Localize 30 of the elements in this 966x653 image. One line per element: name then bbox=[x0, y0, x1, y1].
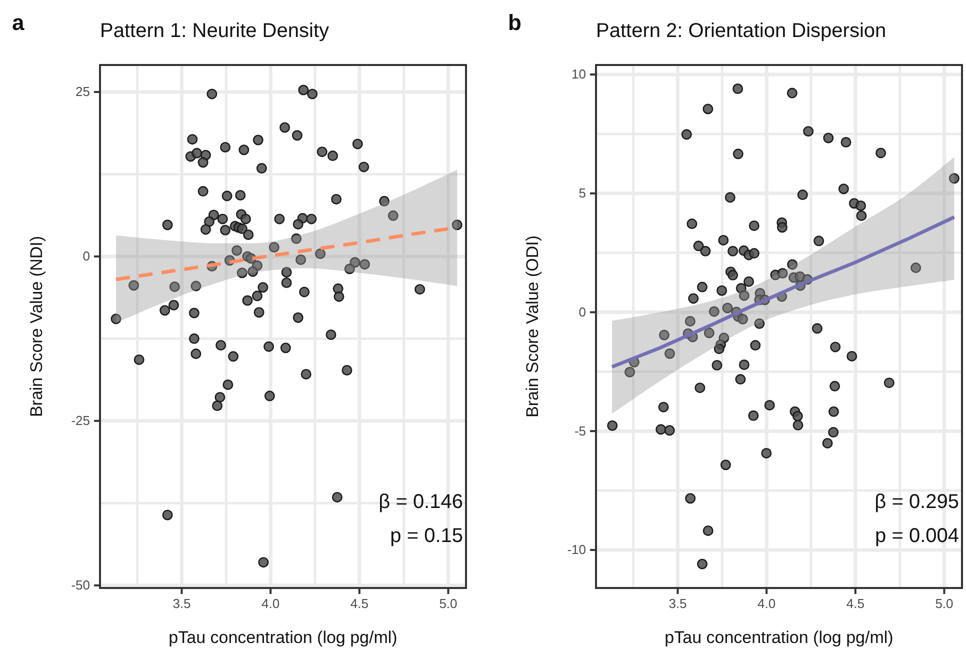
x-axis-title: pTau concentration (log pg/ml) bbox=[664, 628, 894, 647]
y-tick-label: 0 bbox=[82, 248, 90, 264]
y-tick-label: 25 bbox=[76, 84, 90, 100]
line-series bbox=[610, 215, 956, 369]
x-tick-label: 3.5 bbox=[172, 596, 191, 612]
y-tick-label: -10 bbox=[567, 542, 586, 558]
annotation: β = 0.146 bbox=[378, 491, 463, 513]
y-tick-label: 0 bbox=[578, 304, 586, 320]
x-tick-label: 4.5 bbox=[846, 596, 864, 612]
x-tick-label: 4.0 bbox=[262, 596, 280, 612]
x-axis-title: pTau concentration (log pg/ml) bbox=[168, 628, 398, 647]
y-axis-title: Brain Score Value (ODI) bbox=[523, 235, 542, 418]
y-tick-label: -50 bbox=[71, 578, 90, 593]
x-tick-label: 3.5 bbox=[668, 596, 687, 612]
x-tick-label: 5.0 bbox=[935, 596, 954, 612]
y-tick-label: -5 bbox=[574, 423, 586, 438]
text: b bbox=[508, 10, 522, 35]
annotation: p = 0.004 bbox=[875, 525, 959, 547]
annotation: β = 0.295 bbox=[874, 491, 959, 513]
chart-title: Pattern 2: Orientation Dispersion bbox=[596, 20, 886, 42]
text: a bbox=[12, 10, 25, 35]
y-axis-title: Brain Score Value (NDI) bbox=[27, 236, 46, 418]
x-tick-label: 4.5 bbox=[350, 596, 368, 612]
x-tick-label: 5.0 bbox=[439, 596, 458, 612]
y-tick-label: 10 bbox=[572, 66, 586, 82]
y-tick-label: -25 bbox=[71, 413, 90, 428]
annotation: p = 0.15 bbox=[390, 525, 463, 547]
y-tick-label: 5 bbox=[578, 186, 586, 201]
x-tick-label: 4.0 bbox=[758, 596, 776, 612]
chart-title: Pattern 1: Neurite Density bbox=[100, 20, 329, 42]
